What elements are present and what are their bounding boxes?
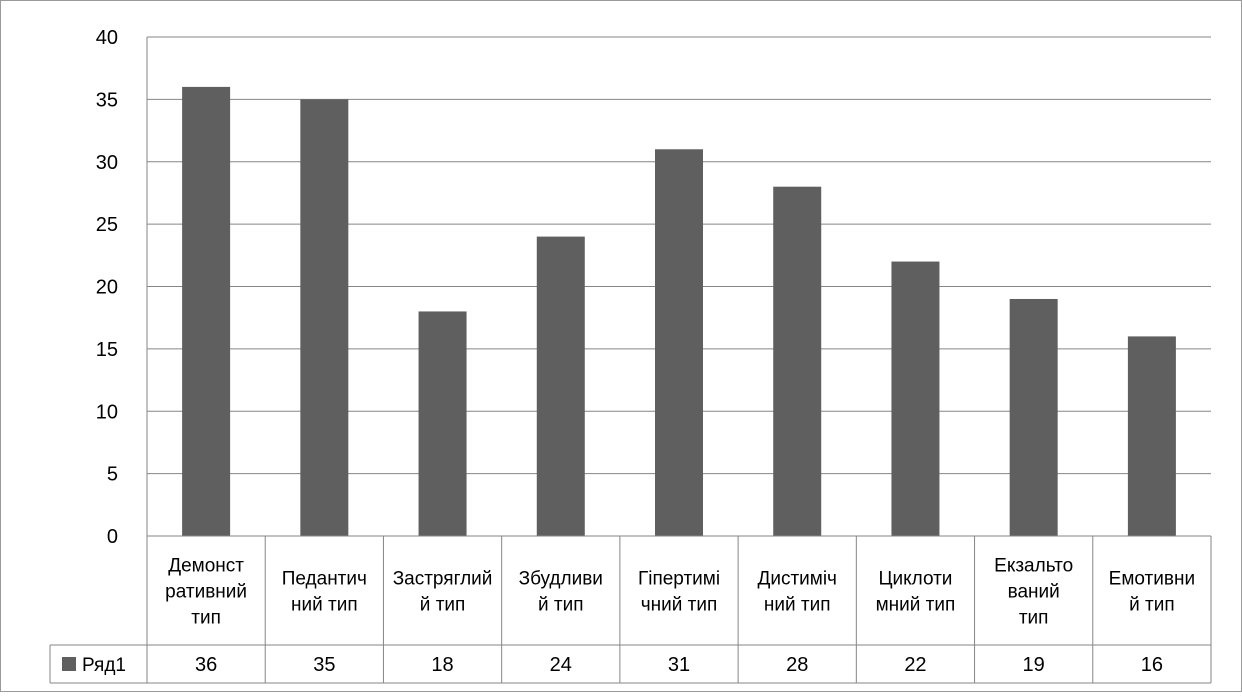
data-table-value: 31	[668, 654, 690, 676]
x-category-label: ративний	[165, 582, 247, 603]
x-category-label: тип	[191, 608, 221, 629]
bar	[418, 311, 467, 536]
y-tick-label: 10	[96, 401, 118, 423]
x-category-label: й тип	[538, 595, 584, 616]
data-table: Демонст ративний тип Педантич ний тип Застряг…	[49, 535, 1212, 684]
x-category-label: Демонст	[168, 556, 244, 577]
data-table-value: 19	[1023, 654, 1045, 676]
y-tick-label: 40	[96, 27, 118, 49]
series-name: Ряд1	[82, 655, 126, 676]
x-category-label: ний тип	[764, 595, 831, 616]
x-category-label: Гіпертимі	[638, 569, 720, 590]
y-tick-label: 20	[96, 277, 118, 299]
x-category-label: Циклоти	[878, 569, 952, 590]
y-tick-label: 25	[96, 214, 118, 236]
y-tick-label: 0	[107, 526, 118, 548]
data-table-value: 36	[195, 654, 217, 676]
x-category-label: мний тип	[876, 595, 956, 616]
x-category-label: й тип	[1129, 595, 1175, 616]
legend-key	[62, 657, 76, 671]
data-table-value: 28	[786, 654, 808, 676]
x-category-label: Емотивни	[1109, 569, 1195, 590]
y-axis-ticks: 0 5 10 15 20 25 30 35 40	[96, 27, 118, 548]
bar	[536, 236, 585, 536]
y-tick-label: 5	[107, 464, 118, 486]
bar	[773, 186, 822, 536]
bar	[300, 99, 349, 536]
y-tick-label: 30	[96, 152, 118, 174]
bar	[182, 86, 231, 537]
x-category-label: Екзальто	[994, 556, 1073, 577]
x-category-label: чний тип	[641, 595, 718, 616]
data-table-value: 35	[313, 654, 335, 676]
x-category-label: ваний	[1008, 582, 1060, 603]
bars	[182, 86, 1176, 537]
x-category-label: Педантич	[282, 569, 367, 590]
x-category-label: Застряглий	[393, 569, 493, 590]
data-table-value: 16	[1141, 654, 1163, 676]
x-category-label: й тип	[420, 595, 466, 616]
data-table-value: 18	[431, 654, 453, 676]
x-category-label: тип	[1019, 608, 1049, 629]
x-category-label: Збудливи	[519, 569, 603, 590]
x-category-label: ний тип	[291, 595, 358, 616]
bar	[1009, 298, 1058, 536]
bar	[891, 261, 940, 536]
bar	[655, 149, 703, 536]
bar	[1127, 336, 1176, 536]
data-table-value: 22	[904, 654, 926, 676]
y-tick-label: 35	[96, 89, 118, 111]
y-tick-label: 15	[96, 339, 118, 361]
x-category-label: Дистиміч	[757, 569, 836, 590]
data-table-value: 24	[550, 654, 572, 676]
